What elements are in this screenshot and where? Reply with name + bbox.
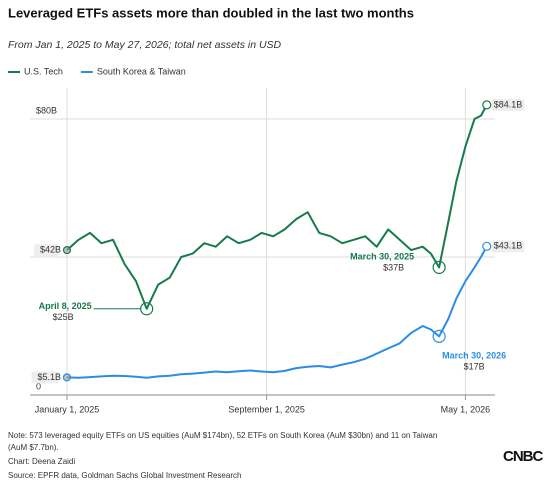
source: Source: EPFR data, Goldman Sachs Global …	[8, 471, 241, 480]
label-bg	[491, 98, 525, 111]
value-label: $5.1B	[37, 372, 61, 382]
label-bg	[31, 371, 59, 384]
value-label: $42B	[40, 244, 61, 254]
end-marker	[482, 241, 492, 251]
highlight-marker	[432, 260, 446, 274]
x-tick-label: January 1, 2025	[35, 404, 100, 414]
note: (AuM $7.7bn).	[8, 443, 59, 452]
label-bg	[491, 240, 525, 253]
end-marker	[482, 100, 492, 110]
end-marker	[62, 373, 72, 382]
annotation-value: $25B	[53, 312, 74, 322]
highlight-marker	[432, 329, 446, 343]
y-tick-label: 0	[36, 381, 41, 391]
legend-label: U.S. Tech	[24, 66, 63, 76]
legend-label: South Korea & Taiwan	[97, 66, 186, 76]
value-label: $43.1B	[494, 241, 523, 251]
annotation-date: March 30, 2025	[350, 252, 414, 262]
annotation-date: April 8, 2025	[39, 301, 92, 311]
logo: CNBC	[503, 448, 543, 465]
y-tick-label: $80B	[36, 105, 57, 115]
chart-title: Leveraged ETFs assets more than doubled …	[8, 5, 414, 20]
note: Note: 573 leveraged equity ETFs on US eq…	[8, 431, 437, 440]
end-marker	[62, 246, 72, 255]
series-line	[66, 245, 488, 379]
x-tick-label: September 1, 2025	[228, 404, 305, 414]
value-label: $84.1B	[494, 99, 523, 109]
x-tick-label: May 1, 2026	[441, 404, 491, 414]
annotation-date: March 30, 2026	[442, 351, 506, 361]
credit: Chart: Deena Zaidi	[8, 457, 75, 466]
chart-subtitle: From Jan 1, 2025 to May 27, 2026; total …	[8, 39, 282, 51]
label-bg	[33, 244, 59, 257]
annotation-value: $17B	[464, 362, 485, 372]
annotation-value: $37B	[383, 263, 404, 273]
series-line	[66, 104, 488, 310]
